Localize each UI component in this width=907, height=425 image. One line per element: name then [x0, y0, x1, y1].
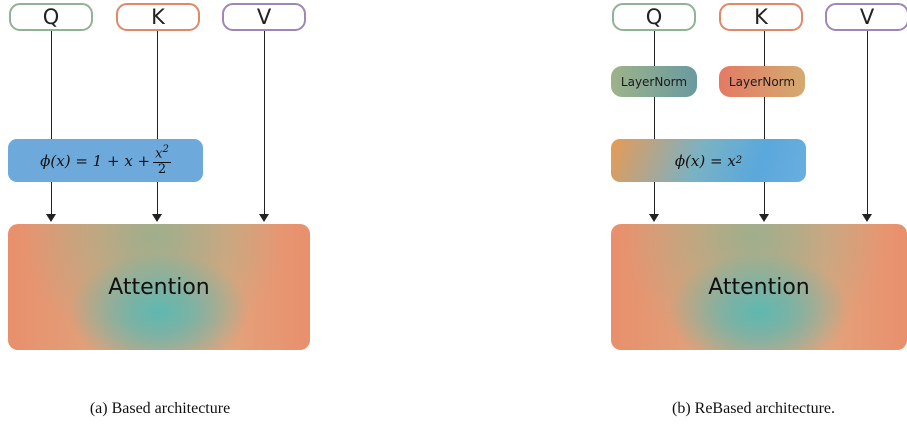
feature-map-exponent: 2 — [735, 155, 743, 166]
v-line — [264, 31, 265, 216]
layernorm-q-box: LayerNorm — [611, 66, 697, 97]
v-arrow-head — [862, 214, 872, 222]
q-line-top — [51, 31, 52, 139]
caption-a: (a) Based architecture — [89, 400, 231, 417]
q-line-bottom — [654, 182, 655, 216]
k-line-top — [157, 31, 158, 139]
q-label: Q — [42, 5, 60, 29]
layernorm-q-label: LayerNorm — [620, 74, 688, 89]
attention-block: Attention — [8, 224, 310, 350]
feature-map-formula: ϕ(x) = x — [674, 151, 736, 170]
v-input-box: V — [222, 3, 306, 31]
k-input-box: K — [116, 3, 200, 31]
q-line-bottom — [51, 182, 52, 216]
k-line-mid — [764, 97, 765, 139]
numerator-exponent: 2 — [162, 144, 169, 156]
q-arrow-head — [46, 214, 56, 222]
caption-b: (b) ReBased architecture. — [671, 400, 836, 417]
fraction-numerator: x2 — [153, 144, 171, 163]
k-line-top — [764, 31, 765, 66]
k-label: K — [754, 5, 768, 29]
v-input-box: V — [825, 3, 907, 31]
k-arrow-head — [152, 214, 162, 222]
k-label: K — [151, 5, 165, 29]
q-arrow-head — [649, 214, 659, 222]
k-arrow-head — [759, 214, 769, 222]
q-line-mid — [654, 97, 655, 139]
v-label: V — [256, 5, 272, 29]
q-input-box: Q — [9, 3, 93, 31]
layernorm-k-box: LayerNorm — [719, 66, 805, 97]
feature-map-formula: ϕ(x) = 1 + x + — [40, 151, 151, 170]
q-line-top — [654, 31, 655, 66]
fraction-denominator: 2 — [157, 161, 167, 177]
based-architecture-panel: Q K V ϕ(x) = 1 + x + x2 2 Attention (a) … — [0, 0, 320, 425]
k-line-bottom — [157, 182, 158, 216]
k-line-bottom — [764, 182, 765, 216]
feature-map-box: ϕ(x) = 1 + x + x2 2 — [8, 139, 203, 182]
v-line — [867, 31, 868, 216]
fraction: x2 2 — [153, 144, 171, 177]
numerator-base: x — [155, 146, 163, 162]
layernorm-k-label: LayerNorm — [728, 74, 796, 89]
q-label: Q — [645, 5, 663, 29]
q-input-box: Q — [612, 3, 696, 31]
attention-label: Attention — [708, 274, 810, 300]
v-arrow-head — [259, 214, 269, 222]
v-label: V — [859, 5, 875, 29]
attention-label: Attention — [108, 274, 210, 300]
attention-block: Attention — [611, 224, 907, 350]
k-input-box: K — [719, 3, 803, 31]
